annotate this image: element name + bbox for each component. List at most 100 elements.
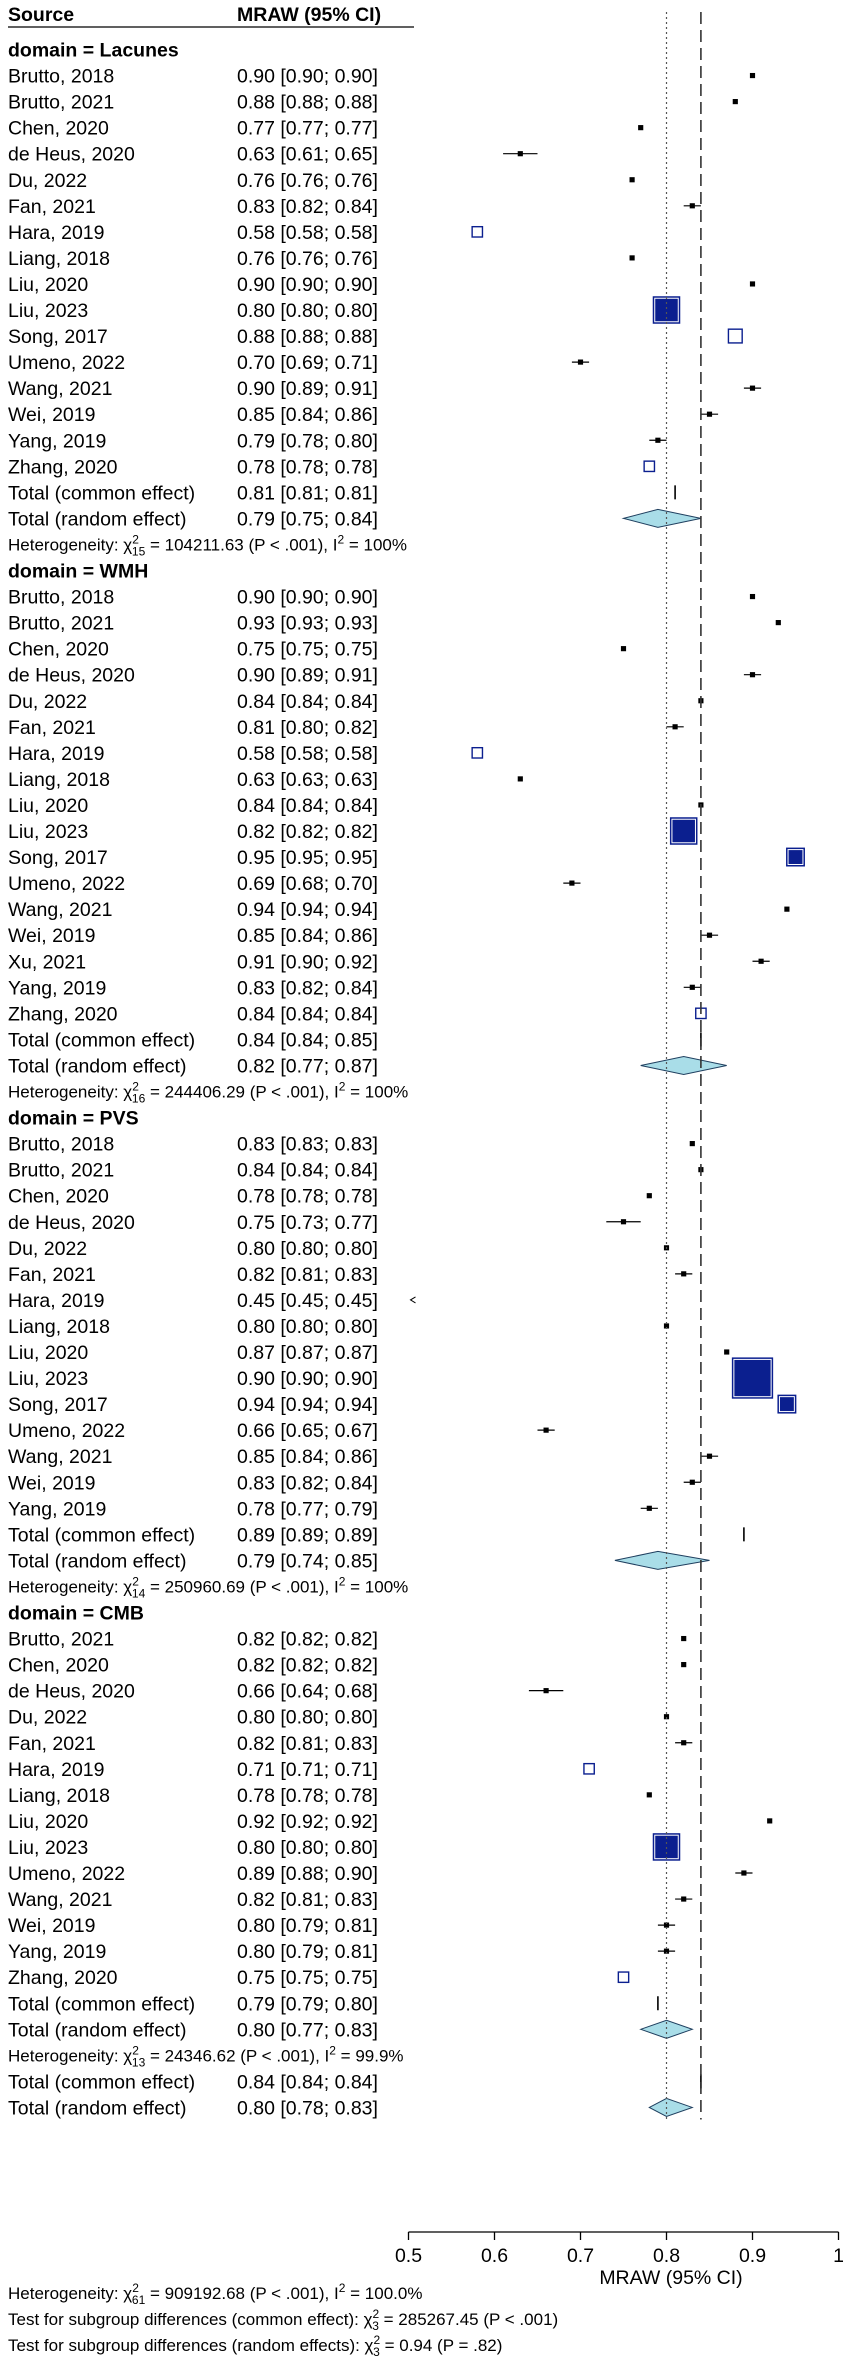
study-box <box>577 359 584 365</box>
estimate-ci: 0.91 [0.90; 0.92] <box>237 951 378 973</box>
row-study: Chen, 2020 0.82 [0.82; 0.82] <box>8 1655 687 1677</box>
study-box <box>620 646 627 652</box>
study-label: Wang, 2021 <box>8 1446 112 1468</box>
study-label: Hara, 2019 <box>8 1290 104 1312</box>
estimate-ci: 0.83 [0.82; 0.84] <box>237 977 378 999</box>
stat-sup: 2 <box>132 532 139 546</box>
study-label: Wang, 2021 <box>8 378 112 400</box>
study-box <box>681 1271 687 1277</box>
footer-stat-line: Test for subgroup differences (common ef… <box>8 2307 558 2333</box>
row-common: Total (common effect) 0.79 [0.79; 0.80] <box>8 1993 659 2015</box>
total-label: Total (common effect) <box>8 1029 195 1051</box>
estimate-ci: 0.80 [0.80; 0.80] <box>237 1837 378 1859</box>
study-box <box>663 1948 670 1954</box>
stat-post: = 285267.45 (P < .001) <box>379 2310 558 2329</box>
study-label: Zhang, 2020 <box>8 1003 118 1025</box>
estimate-ci: 0.88 [0.88; 0.88] <box>237 326 378 348</box>
study-box <box>629 177 635 183</box>
rows-layer: domain = Lacunes Brutto, 2018 0.90 [0.90; … <box>8 12 805 2120</box>
study-box <box>784 906 790 912</box>
row-common: Total (common effect) 0.84 [0.84; 0.85] <box>8 1029 702 1051</box>
row-study: Brutto, 2018 0.83 [0.83; 0.83] <box>8 1134 695 1156</box>
stat-sub: 14 <box>132 1586 146 1600</box>
heterogeneity-text: Heterogeneity: χ2 14 = 250960.69 (P < .00… <box>8 1574 408 1600</box>
study-label: Liu, 2023 <box>8 821 88 843</box>
estimate-ci: 0.81 [0.80; 0.82] <box>237 717 378 739</box>
study-label: Umeno, 2022 <box>8 1420 125 1442</box>
estimate-ci: 0.76 [0.76; 0.76] <box>237 248 378 270</box>
domain-header: domain = PVS <box>8 1108 139 1130</box>
study-box <box>655 437 661 443</box>
study-label: Du, 2022 <box>8 691 87 713</box>
stat-sub: 13 <box>132 2055 146 2069</box>
study-label: Wei, 2019 <box>8 404 95 426</box>
row-study: Du, 2022 0.80 [0.80; 0.80] <box>8 1707 670 1729</box>
stat-isup: 2 <box>339 1574 346 1588</box>
row-study: Du, 2022 0.84 [0.84; 0.84] <box>8 691 704 713</box>
estimate-ci: 0.83 [0.82; 0.84] <box>237 1472 378 1494</box>
estimate-ci: 0.85 [0.84; 0.86] <box>237 925 378 947</box>
stat-isup: 2 <box>339 2281 346 2295</box>
random-effect-diamond <box>614 1550 710 1570</box>
stat-post: = 0.94 (P = .82) <box>380 2336 503 2355</box>
study-label: Liu, 2020 <box>8 795 88 817</box>
estimate-ci: 0.80 [0.77; 0.83] <box>237 2019 378 2041</box>
row-study: Liu, 2023 0.80 [0.80; 0.80] <box>8 1833 681 1861</box>
stat-sup: 2 <box>373 2307 380 2321</box>
estimate-ci: 0.83 [0.83; 0.83] <box>237 1134 378 1156</box>
row-het: Heterogeneity: χ2 16 = 244406.29 (P < .00… <box>8 1080 408 1106</box>
study-box <box>724 1349 730 1355</box>
study-box <box>663 1714 670 1720</box>
footer-stat-line: Heterogeneity: χ2 61 = 909192.68 (P < .00… <box>8 2281 422 2307</box>
study-box <box>706 932 713 938</box>
row-study: Fan, 2021 0.82 [0.81; 0.83] <box>8 1733 693 1755</box>
study-box <box>767 1818 773 1824</box>
row-random: Total (random effect) 0.80 [0.77; 0.83] <box>8 2019 694 2041</box>
estimate-ci: 0.71 [0.71; 0.71] <box>237 1759 378 1781</box>
study-box <box>543 1427 549 1433</box>
study-label: de Heus, 2020 <box>8 665 135 687</box>
random-effect-diamond <box>639 2019 694 2039</box>
study-box <box>749 72 756 79</box>
estimate-ci: 0.77 [0.77; 0.77] <box>237 118 378 140</box>
estimate-ci: 0.84 [0.84; 0.84] <box>237 795 378 817</box>
stat-post: = 104211.63 (P < .001), I <box>145 535 337 554</box>
study-box <box>749 385 756 391</box>
estimate-ci: 0.75 [0.75; 0.75] <box>237 639 378 661</box>
row-study: Brutto, 2018 0.90 [0.90; 0.90] <box>8 587 756 609</box>
total-label: Total (common effect) <box>8 482 195 504</box>
study-box-inner <box>778 1396 795 1413</box>
study-box <box>732 99 738 105</box>
row-study: Yang, 2019 0.78 [0.77; 0.79] <box>8 1498 658 1520</box>
study-box <box>646 1505 652 1511</box>
row-study: Liang, 2018 0.63 [0.63; 0.63] <box>8 769 523 791</box>
x-axis: 0.5 0.6 0.7 0.8 0.9 1 <box>395 2231 844 2267</box>
estimate-ci: 0.58 [0.58; 0.58] <box>237 743 378 765</box>
stat-post: = 24346.62 (P < .001), I <box>145 2046 329 2065</box>
row-study: Umeno, 2022 0.69 [0.68; 0.70] <box>8 873 581 895</box>
row-study: Hara, 2019 0.45 [0.45; 0.45] <box>8 1290 416 1312</box>
row-header: domain = Lacunes <box>8 40 179 62</box>
estimate-ci: 0.85 [0.84; 0.86] <box>237 1446 378 1468</box>
row-study: Yang, 2019 0.79 [0.78; 0.80] <box>8 430 667 452</box>
estimate-ci: 0.84 [0.84; 0.84] <box>237 1160 378 1182</box>
stat-pre: Heterogeneity: χ <box>8 535 132 554</box>
estimate-ci: 0.82 [0.81; 0.83] <box>237 1733 378 1755</box>
study-label: Liu, 2020 <box>8 1811 88 1833</box>
study-label: Liu, 2020 <box>8 274 88 296</box>
study-box <box>749 593 756 600</box>
stat-tail: = 100% <box>345 1083 408 1102</box>
estimate-ci: 0.78 [0.78; 0.78] <box>237 456 378 478</box>
estimate-ci: 0.81 [0.81; 0.81] <box>237 482 378 504</box>
estimate-ci: 0.58 [0.58; 0.58] <box>237 222 378 244</box>
study-box <box>689 203 695 209</box>
row-study: Song, 2017 0.94 [0.94; 0.94] <box>8 1394 797 1416</box>
x-tick-label: 0.5 <box>395 2245 422 2267</box>
study-label: Zhang, 2020 <box>8 1967 118 1989</box>
estimate-ci: 0.94 [0.94; 0.94] <box>237 1394 378 1416</box>
heterogeneity-text: Heterogeneity: χ2 13 = 24346.62 (P < .001… <box>8 2043 404 2069</box>
study-label: Xu, 2021 <box>8 951 86 973</box>
row-het: Heterogeneity: χ2 14 = 250960.69 (P < .00… <box>8 1574 408 1600</box>
estimate-ci: 0.79 [0.75; 0.84] <box>237 508 378 530</box>
study-label: Umeno, 2022 <box>8 873 125 895</box>
